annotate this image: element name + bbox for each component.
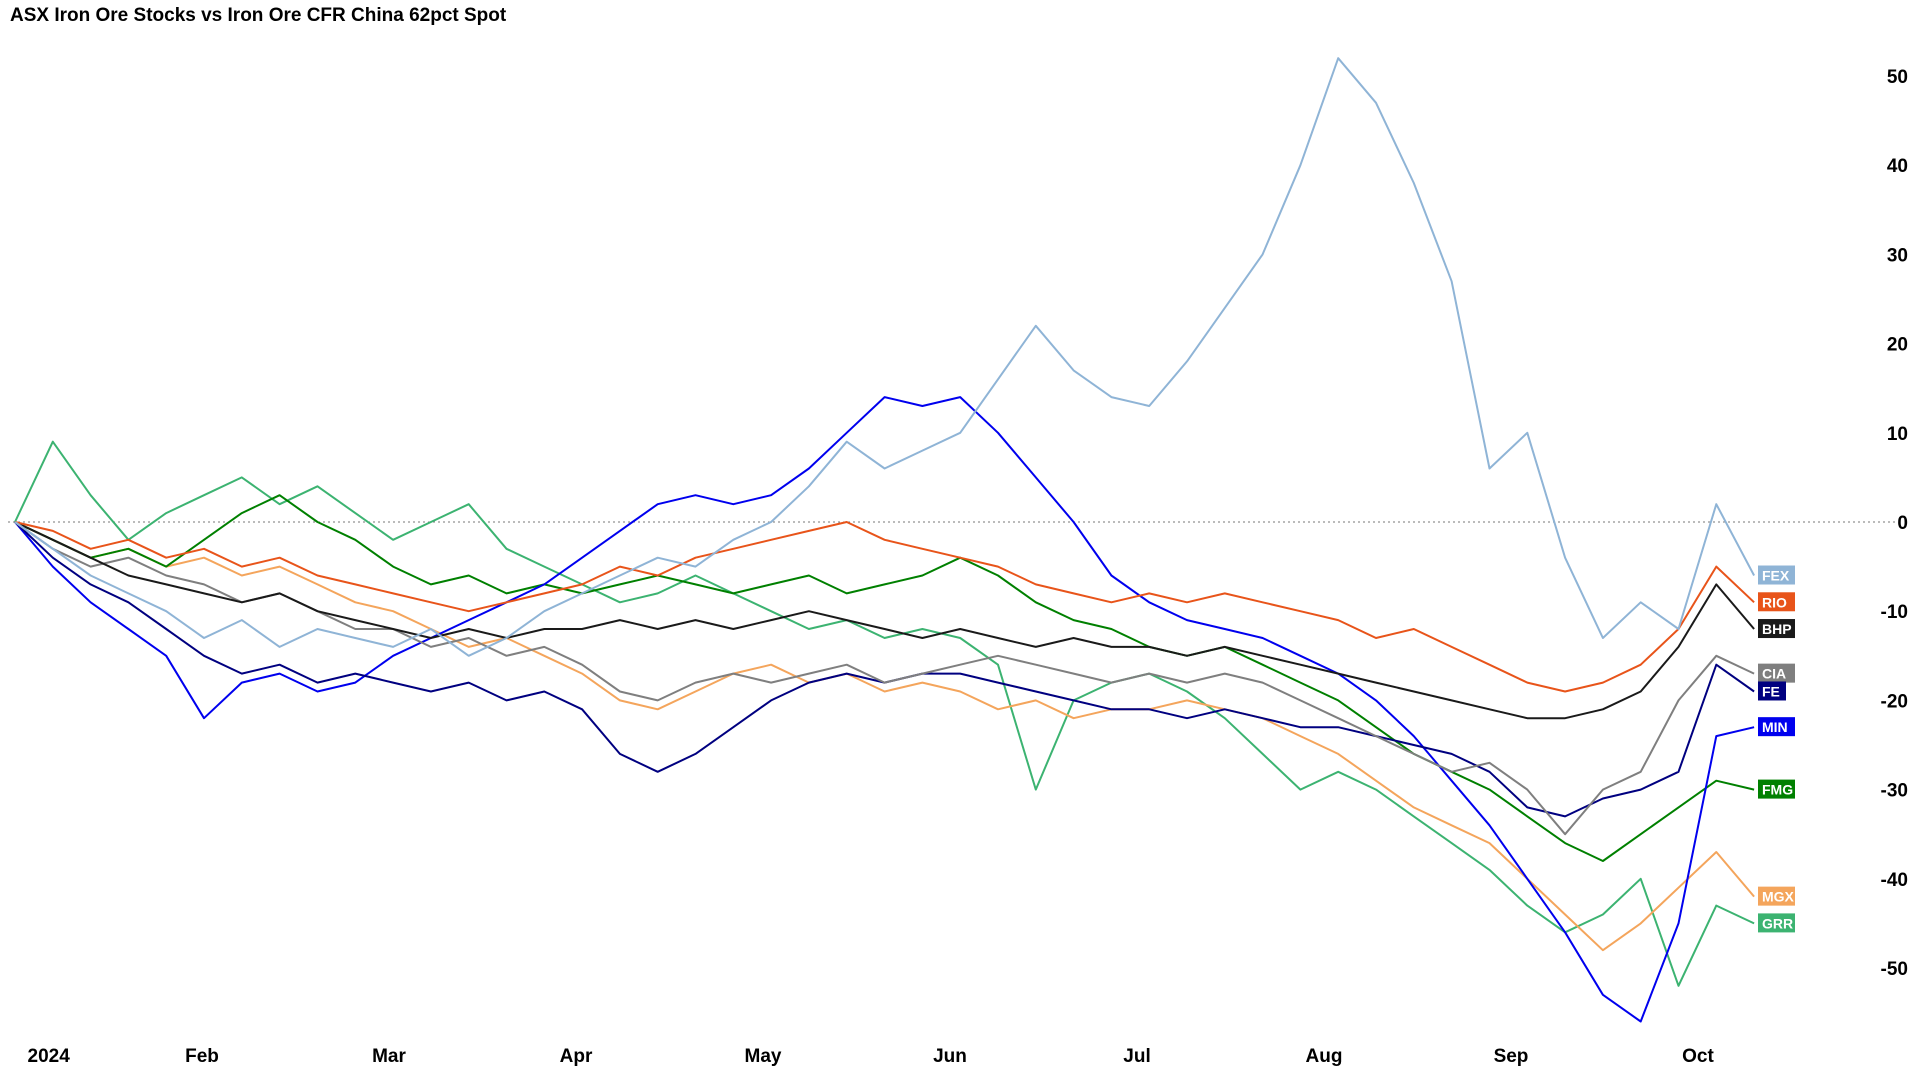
x-axis-tick-label: 2024 xyxy=(28,1046,71,1067)
series-label-box-GRR xyxy=(1758,913,1795,933)
series-label-box-BHP xyxy=(1758,619,1795,639)
series-line-MIN xyxy=(14,396,1755,1023)
x-axis-tick-label: Apr xyxy=(560,1046,593,1067)
x-axis-tick-label: Jun xyxy=(933,1046,967,1067)
x-axis-tick-label: Sep xyxy=(1494,1046,1529,1067)
series-line-FE xyxy=(14,521,1755,818)
y-axis-tick-label: 0 xyxy=(1897,513,1908,534)
y-axis-tick-label: -20 xyxy=(1881,691,1908,712)
series-line-MGX xyxy=(14,521,1755,952)
series-label-MGX: MGX xyxy=(1762,889,1795,905)
series-label-RIO: RIO xyxy=(1762,594,1787,610)
series-line-CIA xyxy=(14,521,1755,836)
x-axis-tick-label: Oct xyxy=(1682,1046,1714,1067)
series-label-BHP: BHP xyxy=(1762,621,1792,637)
series-label-FEX: FEX xyxy=(1762,568,1790,584)
y-axis-tick-label: -50 xyxy=(1881,959,1908,980)
chart-title: ASX Iron Ore Stocks vs Iron Ore CFR Chin… xyxy=(10,5,507,26)
series-line-FEX xyxy=(14,57,1755,657)
series-label-FMG: FMG xyxy=(1762,782,1793,798)
series-line-GRR xyxy=(14,440,1755,987)
series-label-box-CIA xyxy=(1758,663,1795,683)
series-label-FE: FE xyxy=(1762,683,1780,699)
series-label-box-FEX xyxy=(1758,565,1795,585)
series-label-box-FE xyxy=(1758,681,1786,701)
series-label-box-RIO xyxy=(1758,592,1795,612)
y-axis-tick-label: 30 xyxy=(1887,245,1908,266)
series-label-box-MIN xyxy=(1758,717,1795,737)
x-axis-tick-label: May xyxy=(745,1046,782,1067)
series-label-box-MGX xyxy=(1758,886,1795,906)
y-axis-tick-label: 10 xyxy=(1887,424,1908,445)
series-label-MIN: MIN xyxy=(1762,719,1788,735)
y-axis-tick-label: 40 xyxy=(1887,156,1908,177)
y-axis-tick-label: -10 xyxy=(1881,602,1908,623)
series-label-GRR: GRR xyxy=(1762,915,1793,931)
x-axis-tick-label: Feb xyxy=(185,1046,219,1067)
series-label-CIA: CIA xyxy=(1762,666,1786,682)
x-axis-tick-label: Mar xyxy=(372,1046,406,1067)
series-line-FMG xyxy=(14,494,1755,862)
series-line-RIO xyxy=(14,521,1755,693)
y-axis-tick-label: 50 xyxy=(1887,67,1908,88)
y-axis-tick-label: 20 xyxy=(1887,335,1908,356)
series-line-BHP xyxy=(14,521,1755,720)
y-axis-tick-label: -30 xyxy=(1881,781,1908,802)
x-axis-tick-label: Aug xyxy=(1306,1046,1343,1067)
x-axis-tick-label: Jul xyxy=(1123,1046,1150,1067)
series-label-box-FMG xyxy=(1758,779,1795,799)
y-axis-tick-label: -40 xyxy=(1881,870,1908,891)
